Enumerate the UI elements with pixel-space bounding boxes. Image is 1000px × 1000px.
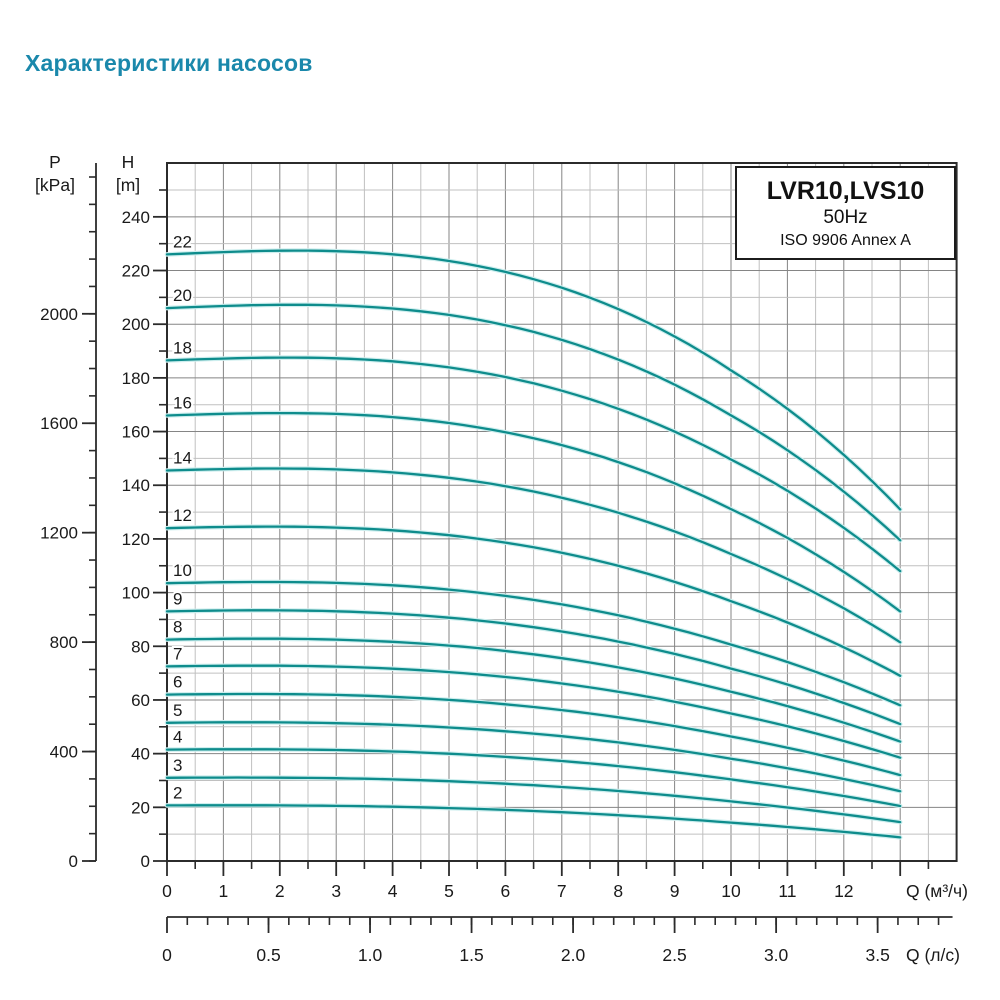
h-axis-unit: [m] xyxy=(116,175,140,195)
page-title: Характеристики насосов xyxy=(25,50,313,76)
x-axis-tick-label: 8 xyxy=(613,881,623,901)
pump-curve-22 xyxy=(165,249,902,511)
pump-model-label: LVR10,LVS10 xyxy=(766,176,925,205)
x-axis-tick-label: 11 xyxy=(778,881,796,901)
x-axis-ls: 0 0.5 1.0 1.5 2.0 2.5 3.0 3.5 Q (л/с) xyxy=(162,916,960,965)
pump-curve-8 xyxy=(165,637,902,743)
ls-axis-tick-label: 0 xyxy=(162,945,172,965)
x-axis-m3h: 0 1 2 3 4 5 6 7 8 9 10 11 12 Q (м³/ч) xyxy=(162,861,968,901)
pump-curve-9 xyxy=(165,609,902,726)
h-axis-tick-label: 140 xyxy=(122,476,150,495)
x-axis-tick-label: 4 xyxy=(388,881,398,901)
ls-axis-tick-label: 1.0 xyxy=(358,945,383,965)
pump-curve-7 xyxy=(165,664,902,759)
ls-axis-tick-label: 3.5 xyxy=(865,945,889,965)
h-axis-tick-label: 180 xyxy=(122,369,150,388)
h-axis-tick-label: 220 xyxy=(122,262,150,281)
h-axis-tick-label: 0 xyxy=(141,852,150,871)
curve-label-2: 2 xyxy=(173,783,182,802)
curve-label-16: 16 xyxy=(173,393,192,412)
h-axis-tick-label: 240 xyxy=(122,208,150,227)
curve-label-9: 9 xyxy=(173,589,182,608)
pump-curve-6 xyxy=(165,692,902,777)
x-axis-tick-label: 12 xyxy=(834,881,853,901)
x-axis-tick-label: 1 xyxy=(219,881,229,901)
curve-label-14: 14 xyxy=(173,448,192,467)
ls-axis-tick-label: 2.5 xyxy=(662,945,686,965)
x-axis-tick-label: 9 xyxy=(670,881,680,901)
curve-label-12: 12 xyxy=(173,506,192,525)
h-axis-tick-label: 40 xyxy=(131,745,150,764)
h-axis-tick-label: 20 xyxy=(131,798,150,817)
h-axis-tick-label: 160 xyxy=(122,423,150,442)
x-axis-tick-label: 6 xyxy=(501,881,511,901)
curve-label-7: 7 xyxy=(173,644,182,663)
x-axis-tick-label: 0 xyxy=(162,881,172,901)
curve-label-18: 18 xyxy=(173,338,192,357)
curve-label-10: 10 xyxy=(173,561,192,580)
p-axis-tick-label: 800 xyxy=(50,633,78,652)
h-axis-tick-label: 120 xyxy=(122,530,150,549)
p-axis-tick-label: 2000 xyxy=(40,305,78,324)
p-axis-title: P xyxy=(49,152,61,172)
h-axis-tick-label: 200 xyxy=(122,315,150,334)
h-axis-tick-label: 60 xyxy=(131,691,150,710)
chart-info-box: LVR10,LVS10 50Hz ISO 9906 Annex A xyxy=(735,166,956,260)
pump-curve-10 xyxy=(165,580,902,707)
x-axis-tick-label: 10 xyxy=(721,881,741,901)
curve-label-6: 6 xyxy=(173,673,182,692)
p-axis-tick-label: 1600 xyxy=(40,414,78,433)
ls-axis-tick-label: 2.0 xyxy=(561,945,586,965)
x-axis-tick-label: 5 xyxy=(444,881,454,901)
p-axis-tick-label: 400 xyxy=(50,743,78,762)
ls-axis-tick-label: 0.5 xyxy=(256,945,280,965)
curve-label-4: 4 xyxy=(173,728,182,747)
ls-axis-unit-label: Q (л/с) xyxy=(906,945,960,965)
pump-curve-3 xyxy=(165,776,902,824)
x-axis-unit-label: Q (м³/ч) xyxy=(906,881,968,901)
h-axis-tick-label: 100 xyxy=(122,584,150,603)
h-axis-title: H xyxy=(122,152,135,172)
p-axis: 2000 1600 1200 800 400 0 P [kPa] xyxy=(35,152,97,871)
x-axis-tick-label: 7 xyxy=(557,881,567,901)
pump-curve-2 xyxy=(165,804,902,839)
standard-label: ISO 9906 Annex A xyxy=(780,231,911,249)
h-axis-tick-label: 80 xyxy=(131,637,150,656)
x-axis-tick-label: 3 xyxy=(331,881,341,901)
p-axis-unit: [kPa] xyxy=(35,175,75,195)
ls-axis-tick-label: 3.0 xyxy=(764,945,789,965)
ls-axis-tick-label: 1.5 xyxy=(459,945,483,965)
curve-label-5: 5 xyxy=(173,701,182,720)
curve-label-8: 8 xyxy=(173,618,182,637)
curve-label-22: 22 xyxy=(173,232,192,251)
pump-curve-18 xyxy=(165,356,902,573)
pump-curve-20 xyxy=(165,303,902,542)
pump-curves: 22 20 18 16 14 12 10 9 8 7 6 5 4 3 2 xyxy=(164,230,903,840)
pump-curve-4 xyxy=(165,748,902,808)
curve-label-3: 3 xyxy=(173,756,182,775)
pump-curve-5 xyxy=(165,721,902,793)
pump-curve-12 xyxy=(165,525,902,677)
p-axis-tick-label: 1200 xyxy=(40,524,78,543)
p-axis-tick-label: 0 xyxy=(69,852,78,871)
grid xyxy=(167,163,957,861)
x-axis-tick-label: 2 xyxy=(275,881,285,901)
curve-label-20: 20 xyxy=(173,286,192,305)
pump-curve-14 xyxy=(165,467,902,644)
frequency-label: 50Hz xyxy=(823,206,868,228)
pump-curve-16 xyxy=(165,411,902,613)
